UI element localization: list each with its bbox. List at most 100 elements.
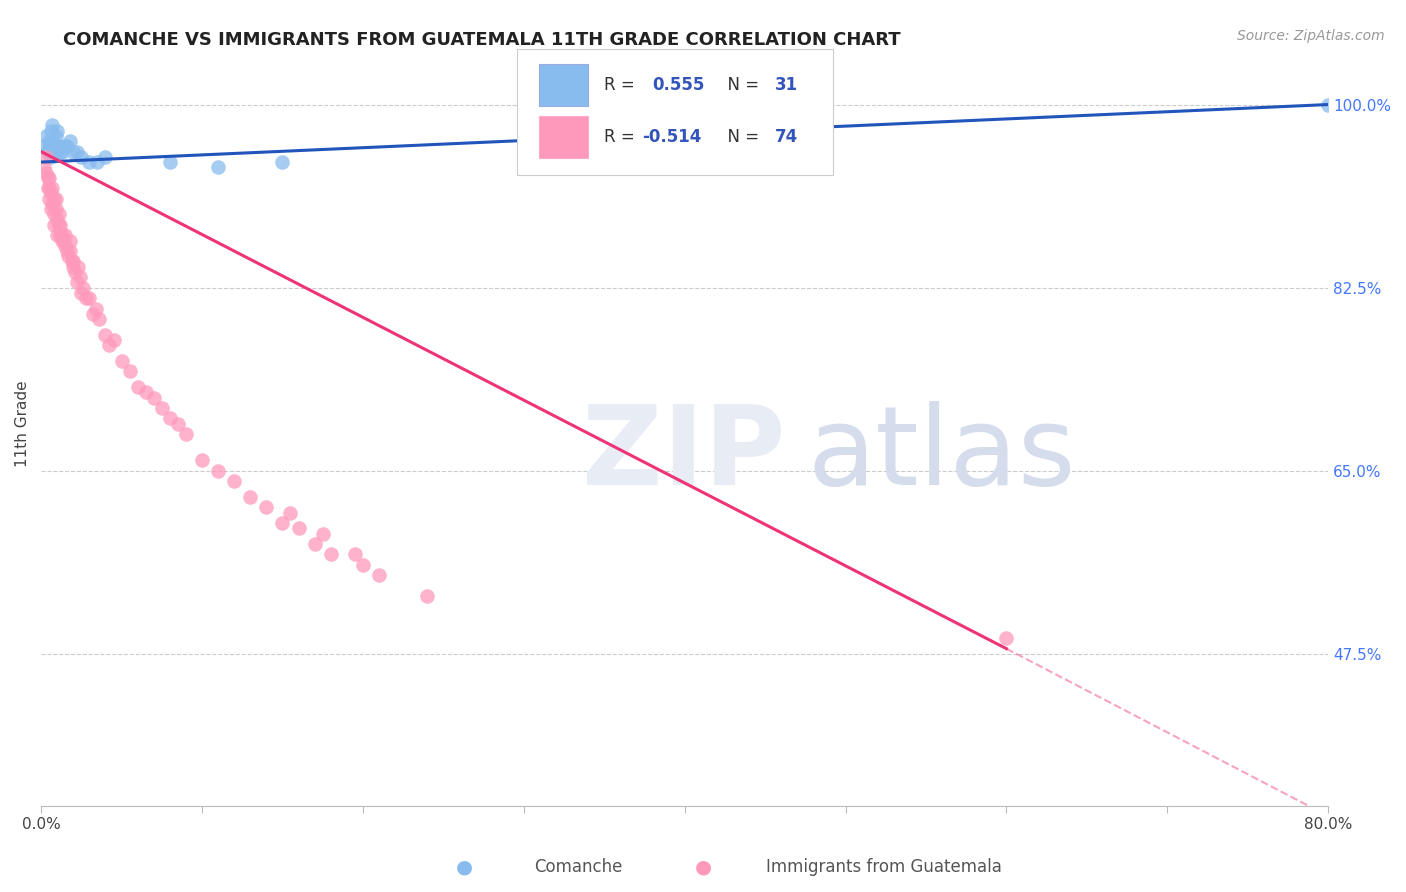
Point xyxy=(48,207,70,221)
Point xyxy=(59,234,82,248)
Point xyxy=(65,276,87,290)
Point xyxy=(150,401,173,415)
Point xyxy=(42,192,65,206)
FancyBboxPatch shape xyxy=(538,116,588,158)
Point xyxy=(84,301,107,316)
Point xyxy=(38,139,60,153)
Text: R =: R = xyxy=(603,77,640,95)
Point xyxy=(62,145,84,159)
Point xyxy=(45,202,67,217)
Point xyxy=(39,150,62,164)
Text: N =: N = xyxy=(717,77,765,95)
Point xyxy=(53,139,76,153)
Point xyxy=(142,391,165,405)
Point xyxy=(49,228,72,243)
Point xyxy=(280,506,302,520)
Point xyxy=(75,291,97,305)
Point xyxy=(41,197,63,211)
Point xyxy=(94,150,117,164)
Point xyxy=(70,150,93,164)
Point xyxy=(46,124,69,138)
Point xyxy=(82,307,104,321)
Point xyxy=(207,464,229,478)
Point xyxy=(34,161,56,175)
Point xyxy=(52,234,75,248)
Point xyxy=(65,145,87,159)
Point xyxy=(49,218,72,232)
Point xyxy=(37,170,59,185)
Point xyxy=(42,145,65,159)
Point xyxy=(56,139,79,153)
Point xyxy=(79,155,101,169)
Point xyxy=(110,354,132,368)
Point xyxy=(45,145,67,159)
Point xyxy=(287,521,309,535)
Text: ●: ● xyxy=(695,857,711,877)
Point xyxy=(60,254,83,268)
Point xyxy=(42,207,65,221)
Point xyxy=(86,155,108,169)
Point xyxy=(53,228,76,243)
FancyBboxPatch shape xyxy=(538,64,588,106)
Text: R =: R = xyxy=(603,128,640,146)
Point xyxy=(118,364,141,378)
Text: Immigrants from Guatemala: Immigrants from Guatemala xyxy=(766,858,1002,876)
Point xyxy=(41,134,63,148)
Point xyxy=(35,165,58,179)
Point xyxy=(39,186,62,201)
Point xyxy=(38,134,60,148)
Point xyxy=(63,265,86,279)
Point xyxy=(87,312,110,326)
Point xyxy=(39,124,62,138)
Point xyxy=(103,333,125,347)
Point xyxy=(319,548,342,562)
Point xyxy=(343,548,366,562)
Point xyxy=(1317,97,1340,112)
Point xyxy=(46,139,69,153)
Point xyxy=(39,202,62,217)
Point xyxy=(51,228,73,243)
Text: ●: ● xyxy=(456,857,472,877)
Point xyxy=(224,474,246,488)
Point xyxy=(46,228,69,243)
Point xyxy=(59,134,82,148)
Point xyxy=(49,145,72,159)
Point xyxy=(79,291,101,305)
Point xyxy=(58,249,80,263)
Text: 0.555: 0.555 xyxy=(652,77,704,95)
Point xyxy=(59,244,82,258)
Point xyxy=(41,181,63,195)
Point xyxy=(97,338,120,352)
Text: N =: N = xyxy=(717,128,765,146)
Point xyxy=(135,385,157,400)
Point xyxy=(53,239,76,253)
Text: COMANCHE VS IMMIGRANTS FROM GUATEMALA 11TH GRADE CORRELATION CHART: COMANCHE VS IMMIGRANTS FROM GUATEMALA 11… xyxy=(63,31,901,49)
Point xyxy=(304,537,326,551)
Point xyxy=(368,568,391,582)
Text: 31: 31 xyxy=(775,77,797,95)
Point xyxy=(995,631,1018,645)
Point xyxy=(311,526,333,541)
Point xyxy=(239,490,262,504)
Point xyxy=(51,145,73,159)
Text: -0.514: -0.514 xyxy=(643,128,702,146)
Point xyxy=(51,234,73,248)
Point xyxy=(70,285,93,300)
Point xyxy=(352,558,374,572)
Point xyxy=(159,155,181,169)
Point xyxy=(127,380,149,394)
Point xyxy=(191,453,214,467)
Point xyxy=(38,181,60,195)
Text: 74: 74 xyxy=(775,128,799,146)
Text: Comanche: Comanche xyxy=(534,858,623,876)
Point xyxy=(45,192,67,206)
Point xyxy=(42,139,65,153)
Point xyxy=(41,119,63,133)
Point xyxy=(174,427,197,442)
Point xyxy=(67,260,90,274)
Point xyxy=(271,155,294,169)
Point xyxy=(37,181,59,195)
FancyBboxPatch shape xyxy=(517,49,832,176)
Text: ZIP: ZIP xyxy=(582,401,785,508)
Point xyxy=(37,145,59,159)
